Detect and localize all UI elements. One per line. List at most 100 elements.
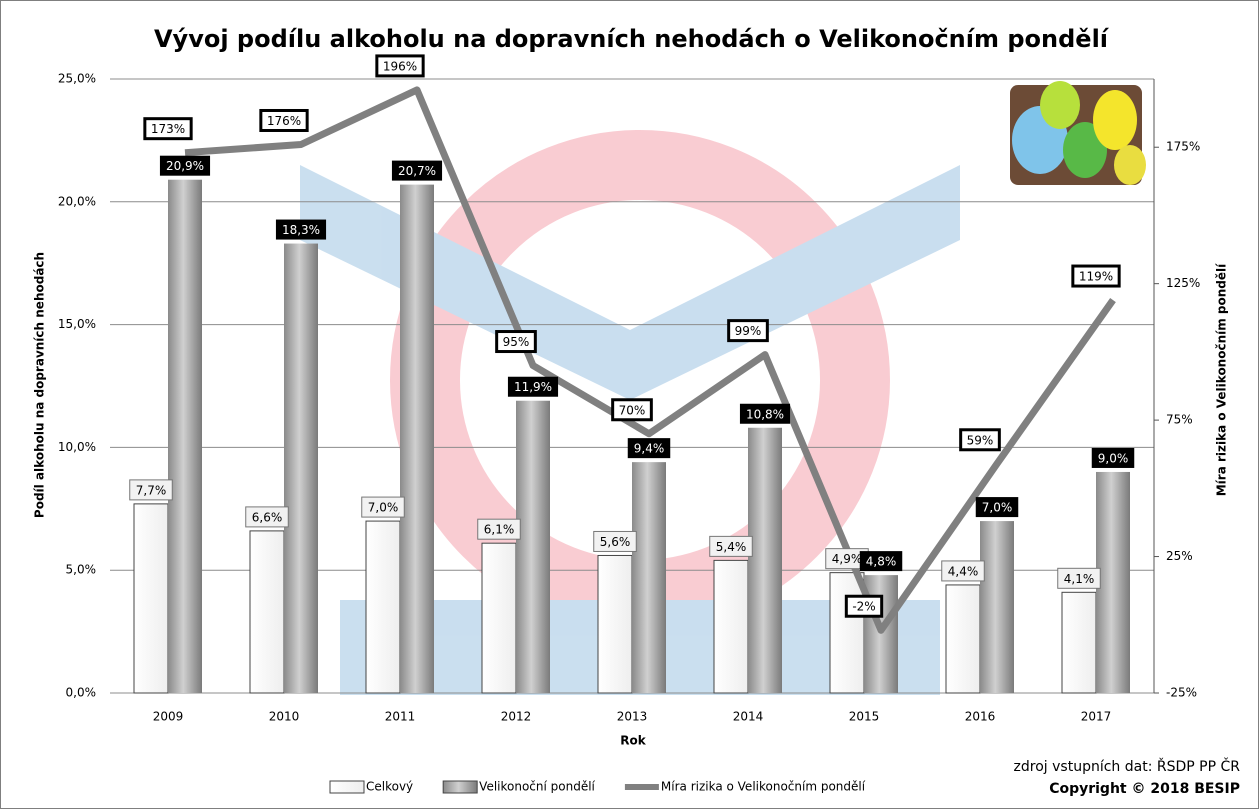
copyright: Copyright © 2018 BESIP xyxy=(1049,781,1240,797)
y-tick-label: 25,0% xyxy=(58,72,96,86)
data-label-text: 7,7% xyxy=(136,483,167,497)
y-tick-label: 20,0% xyxy=(58,194,96,208)
data-label-text: 4,9% xyxy=(832,552,863,566)
bar xyxy=(864,575,898,693)
data-label: 6,6% xyxy=(245,506,289,528)
data-label-box xyxy=(611,398,653,422)
data-label-text: 4,4% xyxy=(948,564,979,578)
data-label-text: 7,0% xyxy=(368,501,399,515)
data-label-box xyxy=(1091,447,1135,468)
data-label-box xyxy=(275,219,327,240)
legend-label: Celkový xyxy=(366,780,413,794)
bar xyxy=(516,400,550,693)
x-tick-label: 2009 xyxy=(153,710,184,724)
data-label-box xyxy=(507,376,559,397)
data-label: 176% xyxy=(259,108,309,132)
data-label-box xyxy=(143,117,193,141)
y-axis-title: Podíl alkoholu na dopravních nehodách xyxy=(33,252,47,518)
bar xyxy=(365,520,401,694)
x-axis-title: Rok xyxy=(620,734,646,748)
data-label: 4,4% xyxy=(941,560,985,582)
data-label-box xyxy=(959,428,1001,452)
y2-tick-label: 175% xyxy=(1166,140,1200,154)
legend-label: Míra rizika o Velikonočním pondělí xyxy=(661,780,866,794)
data-label: 10,8% xyxy=(739,403,791,424)
data-label-text: 6,1% xyxy=(484,523,515,537)
y-tick-label: 10,0% xyxy=(58,440,96,454)
data-label-box xyxy=(129,479,173,501)
data-label-text: 176% xyxy=(267,114,301,128)
bar xyxy=(748,427,782,693)
data-label: 7,0% xyxy=(975,497,1019,518)
data-label-text: 10,8% xyxy=(746,407,784,421)
bar xyxy=(284,243,318,693)
data-label-box xyxy=(1057,567,1101,589)
bar xyxy=(597,554,633,694)
bar xyxy=(249,530,285,694)
bar xyxy=(829,572,865,694)
data-label-text: 99% xyxy=(735,324,762,338)
data-label-text: 18,3% xyxy=(282,223,320,237)
data-label: 4,8% xyxy=(859,551,903,572)
source: zdroj vstupních dat: ŘSDP PP ČR xyxy=(1014,757,1241,775)
x-tick-label: 2014 xyxy=(733,710,764,724)
data-label-text: 11,9% xyxy=(514,380,552,394)
bar xyxy=(1061,591,1097,694)
chart-title: Vývoj podílu alkoholu na dopravních neho… xyxy=(154,25,1110,53)
legend-label: Velikonoční pondělí xyxy=(479,780,595,794)
bar xyxy=(168,179,202,694)
data-label-text: 4,1% xyxy=(1064,572,1095,586)
data-label: 99% xyxy=(727,319,769,343)
data-label: 4,1% xyxy=(1057,567,1101,589)
data-label: 20,7% xyxy=(391,160,443,181)
data-label: 95% xyxy=(495,330,537,354)
bar xyxy=(133,503,169,694)
y-tick-label: 0,0% xyxy=(66,686,97,700)
data-label-box xyxy=(727,319,769,343)
data-label-text: 173% xyxy=(151,122,185,136)
data-label: 9,4% xyxy=(627,438,671,459)
data-label: 7,7% xyxy=(129,479,173,501)
data-label: 7,0% xyxy=(361,496,405,518)
data-label: 18,3% xyxy=(275,219,327,240)
x-tick-label: 2013 xyxy=(617,710,648,724)
x-tick-label: 2015 xyxy=(849,710,880,724)
data-label-box xyxy=(245,506,289,528)
data-label-text: 119% xyxy=(1079,270,1113,284)
data-label-box xyxy=(941,560,985,582)
data-label-box xyxy=(859,551,903,572)
data-label-text: 70% xyxy=(619,403,646,417)
line xyxy=(184,86,1116,634)
data-label-text: 9,0% xyxy=(1098,451,1129,465)
x-tick-label: 2012 xyxy=(501,710,532,724)
data-label-text: 20,9% xyxy=(166,159,204,173)
data-label-box xyxy=(1071,264,1121,288)
bar xyxy=(1096,471,1130,693)
data-label: 119% xyxy=(1071,264,1121,288)
y-tick-label: 15,0% xyxy=(58,317,96,331)
data-label-box xyxy=(844,594,884,618)
data-label-box xyxy=(495,330,537,354)
data-label-text: 5,6% xyxy=(600,535,631,549)
y-tick-label: 5,0% xyxy=(66,563,97,577)
data-label-box xyxy=(159,155,211,176)
data-label-box xyxy=(975,497,1019,518)
data-label-text: 59% xyxy=(967,433,994,447)
data-label-text: 20,7% xyxy=(398,164,436,178)
bar xyxy=(945,584,981,694)
data-label: 173% xyxy=(143,117,193,141)
data-label-text: 4,8% xyxy=(866,555,897,569)
data-label-text: -2% xyxy=(852,600,875,614)
data-label-box xyxy=(739,403,791,424)
bar xyxy=(980,521,1014,693)
data-label-box xyxy=(361,496,405,518)
data-label: 5,4% xyxy=(709,535,753,557)
bar xyxy=(400,184,434,693)
data-label-box xyxy=(259,108,309,132)
x-tick-label: 2010 xyxy=(269,710,300,724)
bar xyxy=(713,559,749,694)
data-label: 5,6% xyxy=(593,530,637,552)
y2-axis-title: Míra rizika o Velikonočním pondělí xyxy=(1215,263,1229,496)
data-label-box xyxy=(477,518,521,540)
data-label: 4,9% xyxy=(825,548,869,570)
